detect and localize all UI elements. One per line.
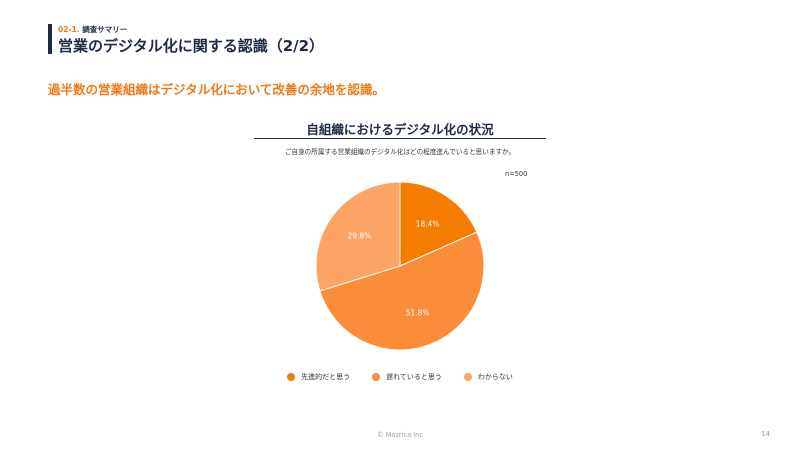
legend-swatch xyxy=(287,373,296,381)
legend-label: 先進的だと思う xyxy=(301,373,351,381)
legend-item: わからない xyxy=(463,372,513,382)
page-number: 14 xyxy=(761,430,770,438)
pie-slice xyxy=(315,181,401,292)
chart-subtitle: ご自身の所属する営業組織のデジタル化はどの程度進んでいると思いますか。 xyxy=(284,148,516,156)
pie-chart: 18.4% 51.8% 29.8% xyxy=(315,181,485,351)
pie-slice-label: 18.4% xyxy=(416,219,440,228)
headline: 過半数の営業組織はデジタル化において改善の余地を認識。 xyxy=(48,82,385,97)
header-accent-bar xyxy=(48,24,52,54)
sample-size-label: n=500 xyxy=(505,170,528,178)
legend-swatch xyxy=(372,373,381,381)
page-title: 営業のデジタル化に関する認識（2/2） xyxy=(58,37,325,55)
chart-title-rule xyxy=(254,138,546,139)
chart-title: 自組織におけるデジタル化の状況 xyxy=(306,122,494,137)
legend-item: 先進的だと思う xyxy=(287,372,350,382)
legend-item: 遅れていると思う xyxy=(372,372,442,382)
section-number: 02-1. xyxy=(58,25,80,34)
section-label: 02-1. 調査サマリー xyxy=(58,24,127,35)
pie-slice xyxy=(399,181,478,267)
footer-copyright: © Mazrica Inc xyxy=(377,431,423,439)
pie-slice xyxy=(319,231,485,351)
chart-legend: 先進的だと思う 遅れていると思う わからない xyxy=(0,372,800,382)
pie-slice-label: 29.8% xyxy=(347,232,371,241)
legend-swatch xyxy=(463,373,472,381)
section-name: 調査サマリー xyxy=(82,25,128,34)
legend-label: わからない xyxy=(477,373,513,381)
legend-label: 遅れていると思う xyxy=(386,373,442,381)
pie-slice-label: 51.8% xyxy=(406,309,430,318)
